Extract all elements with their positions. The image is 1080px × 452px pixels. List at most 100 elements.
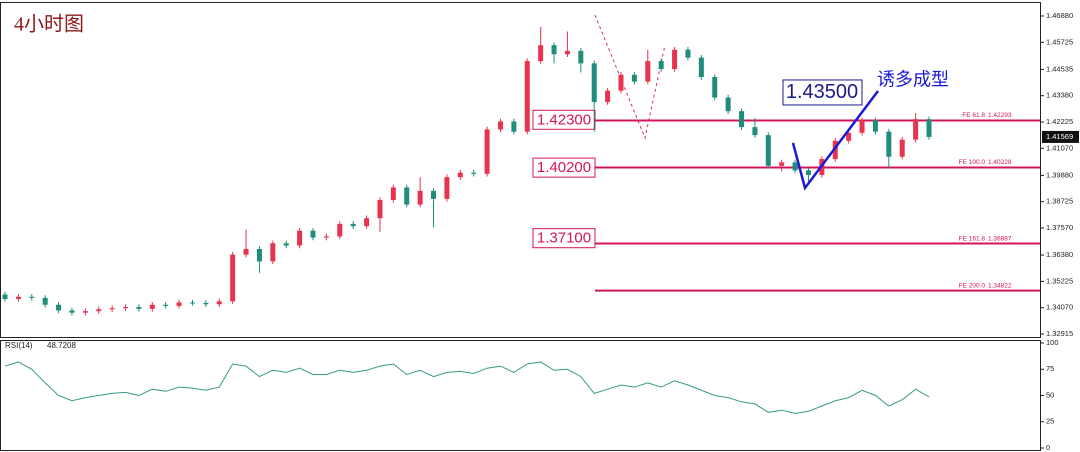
candle-body [270,243,276,262]
y-tick-label: 1.41070 [1046,143,1073,152]
y-tick-label: 1.34070 [1046,303,1073,312]
fe-label: FE 100.0 [959,159,986,166]
y-tick-label: 1.37570 [1046,223,1073,232]
candle-body [658,61,664,70]
candle-body [149,304,155,309]
candle-body [337,223,343,237]
candle-body [471,172,477,174]
candle-body [136,307,142,309]
candle-body [230,254,236,302]
candle-body [176,302,182,306]
y-tick-label: 1.43380 [1046,91,1073,100]
candle-body [913,119,919,140]
fe-value: 1.34822 [988,282,1012,289]
y-tick-label: 0 [1046,443,1050,452]
candle-body [350,223,356,227]
candle-body [846,132,852,141]
candle-body [497,121,503,130]
annotation-box [782,79,863,106]
candle-body [69,310,75,313]
candle-body [752,127,758,136]
rsi-name: RSI(14) [5,341,33,350]
y-tick-label: 25 [1046,417,1054,426]
candle-body [283,243,289,246]
fe-value: 1.36887 [988,235,1012,242]
candle-body [109,308,115,310]
candle-body [484,129,490,174]
y-tick-label: 1.35225 [1046,276,1073,285]
callout-label: 1.40200 [537,159,591,176]
y-tick-label: 1.36380 [1046,250,1073,259]
annotation-text: 诱多成型 [877,70,949,90]
candle-body [685,49,691,58]
candle-body [189,302,195,304]
candle-body [725,97,731,112]
candle-body [2,294,8,300]
candle-body [578,50,584,64]
candle-body [123,307,129,309]
candle-body [765,135,771,166]
callout-box [532,228,596,249]
candle-body [377,199,383,219]
fe-value: 1.42293 [988,112,1012,119]
candle-body [564,50,570,55]
candle-body [538,45,544,62]
candle-body [417,190,423,205]
y-tick-label: 100 [1046,338,1059,347]
candle-body [310,230,316,238]
candle-body [15,296,21,300]
candle-body [163,304,169,306]
candle-body [605,90,611,103]
y-tick-label: 1.42225 [1046,117,1073,126]
fe-label: FE 61.8 [962,112,985,119]
candle-body [631,74,637,82]
candle-body [256,248,262,262]
y-tick-label: 1.45725 [1046,37,1073,46]
candle-body [243,248,249,255]
callout-label: 1.42300 [537,111,591,128]
candle-body [551,45,557,55]
candle-body [42,297,48,305]
fe-label: FE 200.0 [959,282,986,289]
y-tick-label: 1.39880 [1046,170,1073,179]
candle-body [431,190,437,199]
blue-trend [791,90,879,191]
y-tick-label: 1.44535 [1046,64,1073,73]
candle-body [886,131,892,157]
y-tick-label: 1.32915 [1046,329,1073,338]
current-price-box [1042,130,1079,143]
candle-body [297,230,303,246]
candle-body [323,236,329,238]
candle-body [672,49,678,70]
candle-body [805,170,811,175]
candle-body [216,301,222,305]
candle-body [926,119,932,137]
candle-body [712,77,718,98]
current-price: 1.41569 [1046,132,1073,141]
candle-body [832,140,838,160]
candle-body [404,187,410,205]
candle-body [390,187,396,200]
chart-title: 4小时图 [14,13,84,36]
candle-body [524,61,530,132]
candle-body [899,139,905,157]
candle-body [203,302,209,305]
candle-body [698,57,704,78]
y-tick-label: 75 [1046,364,1054,373]
rsi-value: 48.7208 [47,341,76,350]
candle-body [591,63,597,103]
candle-body [792,162,798,171]
candle-body [645,61,651,82]
callout-label: 1.37100 [537,230,591,247]
callout-box [532,157,596,178]
candle-body [779,162,785,166]
candle-body [56,304,62,311]
rsi-line [4,361,930,414]
candle-body [29,296,35,298]
candle-body [457,172,463,178]
y-tick-label: 1.38725 [1046,197,1073,206]
price-panel [0,2,1041,338]
fe-value: 1.40228 [988,159,1012,166]
